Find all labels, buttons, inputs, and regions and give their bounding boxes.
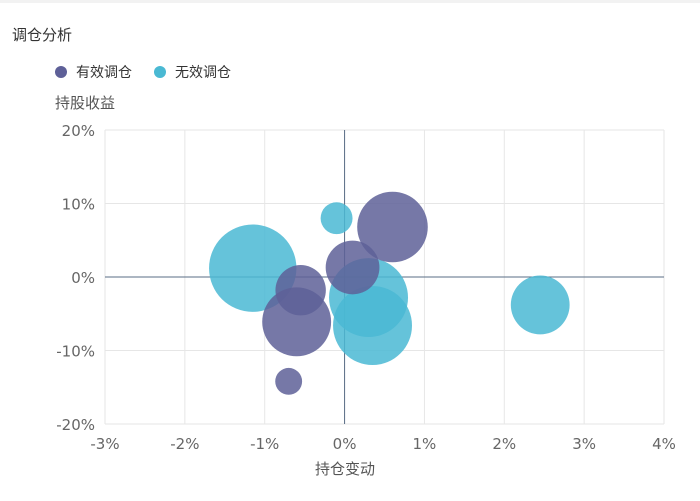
legend-marker-effective <box>55 66 67 78</box>
effective-bubble-0[interactable] <box>357 191 428 263</box>
x-tick-label: 0% <box>333 435 357 453</box>
legend-item-effective[interactable]: 有效调仓 <box>55 62 132 82</box>
x-tick-label: 1% <box>413 435 437 453</box>
y-tick-label: 20% <box>62 122 95 140</box>
x-tick-label: 3% <box>572 435 596 453</box>
top-divider <box>0 0 700 3</box>
y-tick-label: -10% <box>56 343 95 361</box>
ineffective-bubble-1[interactable] <box>209 224 297 312</box>
effective-bubble-2[interactable] <box>275 265 326 316</box>
y-axis-title: 持股收益 <box>55 94 116 112</box>
effective-bubble-1[interactable] <box>325 240 380 295</box>
legend-label-ineffective: 无效调仓 <box>175 65 231 81</box>
ineffective-bubble-0[interactable] <box>320 202 353 235</box>
panel-title: 调仓分析 <box>12 26 73 44</box>
y-tick-label: 0% <box>71 269 95 287</box>
ineffective-bubble-3[interactable] <box>333 286 413 365</box>
ineffective-bubble-4[interactable] <box>510 275 570 335</box>
effective-bubble-4[interactable] <box>275 367 303 395</box>
tick-label-layer: -3% -2% -1% 0% 1% 2% 3% 4% 20% 10% 0% -10% -20% <box>56 122 676 453</box>
x-tick-label: -2% <box>170 435 199 453</box>
chart-legend: 有效调仓 无效调仓 <box>55 62 253 82</box>
x-tick-label: 4% <box>652 435 676 453</box>
x-tick-label: -3% <box>90 435 119 453</box>
y-tick-label: -20% <box>56 416 95 434</box>
legend-item-ineffective[interactable]: 无效调仓 <box>154 62 231 82</box>
x-tick-label: 2% <box>492 435 516 453</box>
bubble-layer <box>209 191 570 395</box>
y-tick-label: 10% <box>62 196 95 214</box>
x-tick-label: -1% <box>250 435 279 453</box>
legend-marker-ineffective <box>154 66 166 78</box>
x-axis-title: 持仓变动 <box>314 460 376 478</box>
legend-label-effective: 有效调仓 <box>76 65 132 81</box>
